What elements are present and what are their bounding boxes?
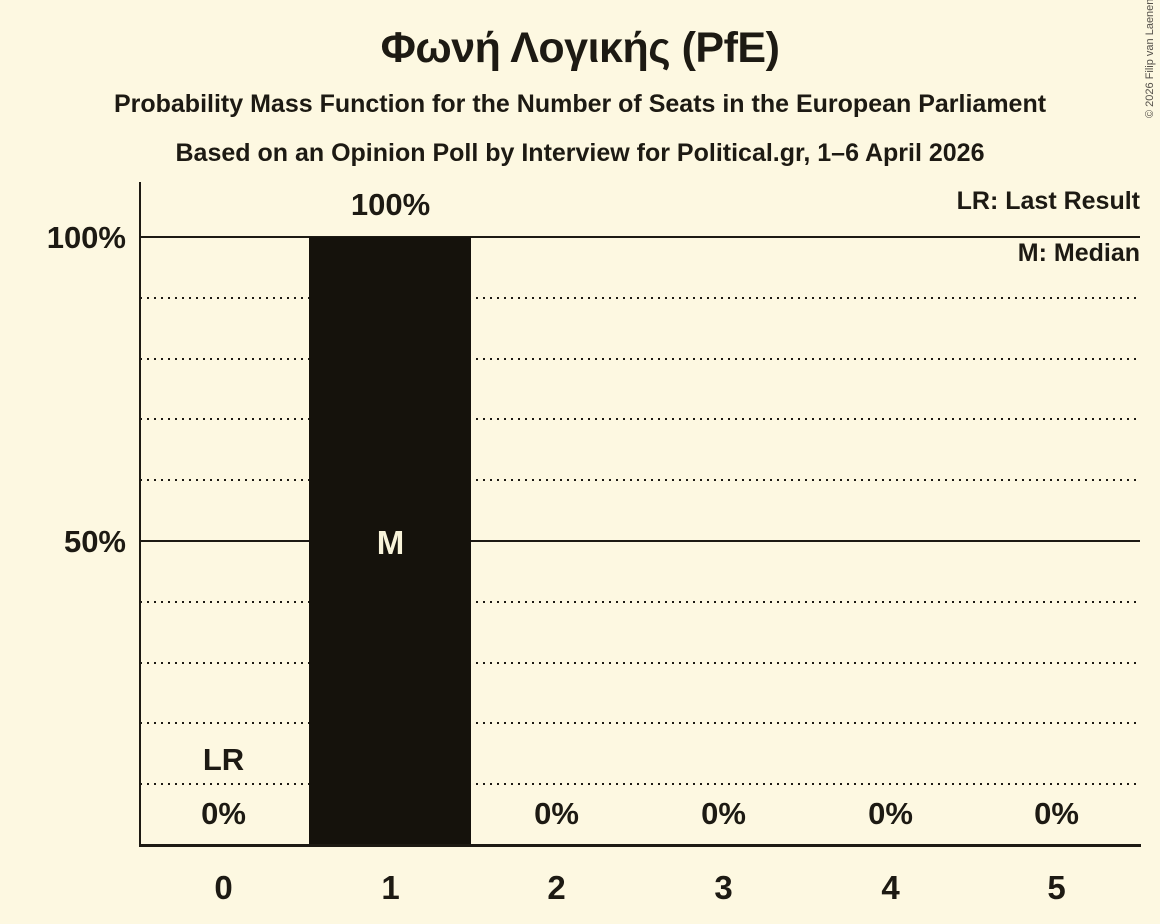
column-seats-4: 0% 4 (807, 0, 974, 924)
value-label-seats-5: 0% (1034, 796, 1079, 831)
xtick-2: 2 (547, 869, 566, 906)
gridline-70 (140, 418, 1140, 421)
y-axis (139, 182, 141, 847)
chart-source-line: Based on an Opinion Poll by Interview fo… (175, 139, 985, 167)
column-seats-2: 0% 2 (473, 0, 640, 924)
bar-seats-1 (309, 237, 471, 847)
xtick-0: 0 (214, 869, 233, 906)
ytick-100: 100% (46, 220, 126, 255)
xtick-1: 1 (381, 869, 400, 906)
gridline-30 (140, 661, 1140, 664)
value-label-seats-3: 0% (701, 796, 746, 831)
gridline-100 (140, 236, 1140, 238)
ytick-50: 50% (63, 524, 126, 559)
xtick-4: 4 (881, 869, 900, 906)
xtick-3: 3 (714, 869, 733, 906)
x-axis (139, 844, 1141, 847)
value-label-seats-0: 0% (201, 796, 246, 831)
last-result-marker: LR (202, 742, 245, 777)
value-label-seats-2: 0% (534, 796, 579, 831)
value-label-seats-4: 0% (868, 796, 913, 831)
gridline-50 (140, 540, 1140, 542)
xtick-5: 5 (1047, 869, 1066, 906)
legend-last-result: LR: Last Result (956, 187, 1140, 215)
column-seats-1: M 100% 1 (307, 0, 474, 924)
chart-subtitle: Probability Mass Function for the Number… (113, 90, 1047, 118)
value-label-seats-1: 100% (350, 187, 431, 222)
column-seats-3: 0% 3 (640, 0, 807, 924)
median-marker: M (376, 524, 405, 561)
gridline-90 (140, 296, 1140, 299)
gridline-60 (140, 479, 1140, 482)
gridline-20 (140, 722, 1140, 725)
gridline-80 (140, 357, 1140, 360)
column-seats-0: LR 0% 0 (140, 0, 307, 924)
page-title: Φωνή Λογικής (PfE) (380, 24, 780, 72)
gridline-10 (140, 783, 1140, 786)
gridline-40 (140, 600, 1140, 603)
legend-median: M: Median (1017, 239, 1140, 267)
column-seats-5: 0% 5 (973, 0, 1140, 924)
